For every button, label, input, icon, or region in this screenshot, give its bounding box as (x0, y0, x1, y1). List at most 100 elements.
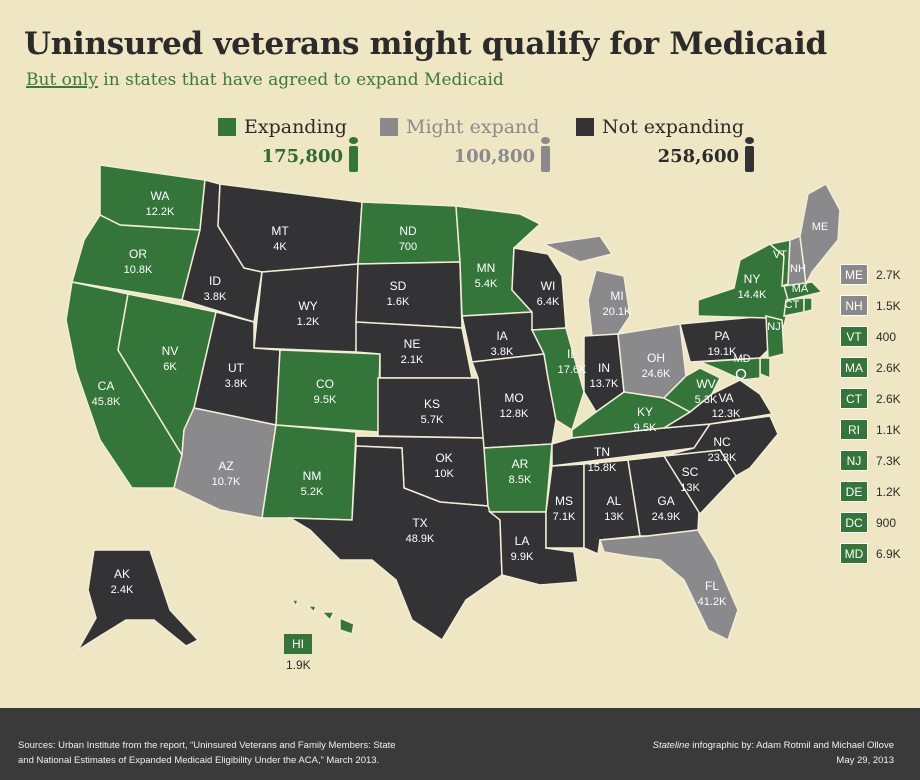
state-value-ga: 24.9K (652, 511, 681, 523)
sidebar-value-ma: 2.6K (876, 361, 901, 375)
sidebar-abbr-dc: DC (840, 512, 868, 533)
state-value-nm: 5.2K (301, 486, 324, 498)
state-value-al: 13K (604, 511, 624, 523)
legend-total-not-row: 258,600 (576, 137, 754, 172)
credit-line: Stateline infographic by: Adam Rotmil an… (653, 738, 894, 753)
page-title: Uninsured veterans might qualify for Med… (24, 26, 827, 62)
state-value-pa: 19.1K (708, 346, 737, 358)
legend-label-might-expand: Might expand (406, 116, 540, 138)
sources: Sources: Urban Institute from the report… (18, 738, 518, 768)
state-value-ne: 2.1K (401, 354, 424, 366)
sidebar-value-nj: 7.3K (876, 454, 901, 468)
state-value-ks: 5.7K (421, 414, 444, 426)
state-value-mn: 5.4K (475, 278, 498, 290)
person-icon (541, 137, 550, 172)
state-label-nc: NC (713, 435, 731, 449)
state-label-il: IL (567, 347, 577, 361)
state-value-ok: 10K (434, 468, 454, 480)
state-value-tn: 15.8K (588, 462, 617, 474)
state-label-tn: TN (594, 445, 610, 459)
state-label-ok: OK (435, 451, 452, 465)
hi-value: 1.9K (286, 658, 311, 672)
sidebar-value-vt: 400 (876, 330, 897, 344)
state-value-nv: 6K (163, 361, 177, 373)
state-label-pa: PA (714, 329, 729, 343)
state-value-or: 10.8K (124, 264, 153, 276)
legend-total-might-row: 100,800 (380, 137, 550, 172)
sidebar-abbr-ri: RI (840, 419, 868, 440)
state-label-nd: ND (399, 224, 417, 238)
state-value-nd: 700 (399, 241, 417, 253)
subtitle-rest: in states that have agreed to expand Med… (97, 70, 504, 90)
state-label-ia: IA (496, 329, 507, 343)
state-label-ar: AR (512, 457, 529, 471)
state-label-wv: WV (696, 377, 715, 391)
state-shapes (65, 164, 841, 651)
footer: Sources: Urban Institute from the report… (0, 708, 920, 780)
sidebar-abbr-ct: CT (840, 388, 868, 409)
legend-swatch-expanding (218, 118, 236, 136)
state-label-ks: KS (424, 397, 440, 411)
legend-total-expanding: 175,800 (261, 146, 343, 167)
state-value-il: 17.6K (558, 364, 587, 376)
state-de (759, 357, 771, 380)
hi-abbr-box: HI (284, 634, 312, 654)
state-label-oh: OH (647, 351, 665, 365)
state-value-az: 10.7K (212, 476, 241, 488)
state-value-id: 3.8K (204, 291, 227, 303)
state-value-va: 12.3K (712, 408, 741, 420)
sidebar-value-nh: 1.5K (876, 299, 901, 313)
state-value-mi: 20.1K (603, 306, 632, 318)
sidebar-row-de: DE 1.2K (840, 481, 901, 502)
state-value-ny: 14.4K (738, 289, 767, 301)
state-label-co: CO (316, 377, 334, 391)
state-value-ms: 7.1K (553, 511, 576, 523)
legend-might-expand: Might expand 100,800 (380, 116, 550, 172)
state-label-ga: GA (657, 494, 674, 508)
state-value-wy: 1.2K (297, 316, 320, 328)
state-nj (765, 315, 785, 359)
state-label-me: ME (812, 221, 829, 233)
credit-publication: Stateline (652, 740, 690, 751)
sidebar-value-ri: 1.1K (876, 423, 901, 437)
state-value-oh: 24.6K (642, 368, 671, 380)
sidebar-abbr-vt: VT (840, 326, 868, 347)
sidebar-abbr-ma: MA (840, 357, 868, 378)
legend-not-expanding: Not expanding 258,600 (576, 116, 754, 172)
state-fl (598, 529, 739, 642)
state-label-la: LA (515, 534, 530, 548)
state-label-wy: WY (298, 299, 317, 313)
state-label-al: AL (607, 494, 622, 508)
legend-expanding: Expanding 175,800 (218, 116, 358, 172)
state-label-nm: NM (303, 469, 322, 483)
sidebar-row-nh: NH 1.5K (840, 295, 901, 316)
state-value-mt: 4K (273, 241, 287, 253)
sidebar-row-ri: RI 1.1K (840, 419, 901, 440)
state-value-la: 9.9K (511, 551, 534, 563)
state-label-id: ID (209, 274, 221, 288)
state-mt (217, 183, 363, 273)
state-co (275, 349, 381, 433)
state-label-ne: NE (404, 337, 421, 351)
state-label-nv: NV (162, 344, 179, 358)
state-sd (355, 261, 463, 329)
state-label-nj: NJ (767, 321, 780, 333)
state-label-mi: MI (610, 289, 623, 303)
sidebar-row-dc: DC 900 (840, 512, 896, 533)
state-value-wi: 6.4K (537, 296, 560, 308)
person-icon (349, 137, 358, 172)
state-value-ak: 2.4K (111, 584, 134, 596)
legend-total-not-expanding: 258,600 (657, 146, 739, 167)
state-label-nh: NH (790, 263, 806, 275)
sidebar-abbr-de: DE (840, 481, 868, 502)
state-vt (768, 239, 791, 288)
state-label-fl: FL (705, 579, 719, 593)
sidebar-value-md: 6.9K (876, 547, 901, 561)
state-label-va: VA (718, 391, 733, 405)
state-label-mn: MN (477, 261, 496, 275)
legend-label-expanding: Expanding (244, 116, 347, 138)
state-label-ny: NY (744, 272, 761, 286)
state-labels: WA 12.2K OR 10.8K CA 45.8K NV 6K ID 3.8K MT 4K WY 1.2… (92, 189, 829, 608)
sidebar-row-ct: CT 2.6K (840, 388, 901, 409)
state-hi (290, 599, 355, 635)
